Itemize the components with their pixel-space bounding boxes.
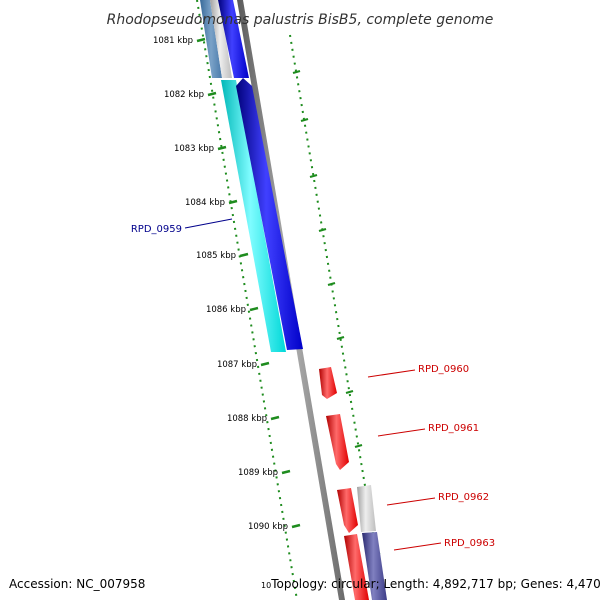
topology-line: Topology: circular; Length: 4,892,717 bp… [271, 577, 600, 591]
callout-line [184, 218, 233, 229]
ruler-tick [228, 199, 238, 205]
gene-blue-upper[interactable] [218, 0, 249, 78]
gene-callouts: RPD_0959 RPD_0960 RPD_0961 RPD_0962 RPD_0963 [131, 218, 495, 551]
callout-line [367, 369, 416, 378]
accession-text: Accession: NC_007958 [9, 577, 146, 591]
ruler-tick-label: 1089 kbp [238, 468, 278, 478]
ruler-tick-label: 1081 kbp [153, 36, 193, 46]
ruler-tick-label: 1084 kbp [185, 198, 225, 208]
callout-line [386, 497, 436, 506]
gene-label[interactable]: RPD_0959 [131, 224, 182, 235]
gene-rpd-0963[interactable] [362, 532, 387, 600]
ruler-tick-label: 1087 kbp [217, 360, 257, 370]
ruler-tick [281, 469, 291, 475]
callout-line [377, 428, 426, 437]
ruler-tick [239, 252, 249, 258]
topology-text: 10Topology: circular; Length: 4,892,717 … [261, 577, 600, 591]
ruler-tick-label: 1086 kbp [206, 305, 246, 315]
genome-title: Rhodopseudomonas palustris BisB5, comple… [107, 12, 494, 28]
gene-red-bottom[interactable] [344, 534, 369, 600]
gene-rpd-0961[interactable] [326, 414, 349, 470]
ruler-tick-label: 1082 kbp [164, 90, 204, 100]
outer-ring-dash [327, 281, 336, 287]
gene-label[interactable]: RPD_0960 [418, 364, 469, 375]
gene-label[interactable]: RPD_0962 [438, 492, 489, 503]
gene-rpd-0962[interactable] [337, 488, 358, 533]
ruler-tick [249, 306, 259, 312]
outer-ring-dash [300, 117, 309, 123]
ruler: 1081 kbp 1082 kbp 1083 kbp 1084 kbp 1085 kbp… [153, 36, 301, 532]
callout-line [393, 542, 442, 551]
outer-ring-dash [292, 69, 301, 75]
gene-steel-upper [200, 0, 222, 78]
gene-grey-lower[interactable] [357, 485, 376, 532]
ruler-tick [207, 91, 217, 97]
gene-blue-long[interactable] [236, 78, 303, 350]
gene-rpd-0960[interactable] [319, 367, 337, 399]
gene-rpd-0959[interactable] [221, 80, 286, 352]
gene-grey-upper [210, 0, 232, 78]
ruler-tick-label: 1090 kbp [248, 522, 288, 532]
outer-ring-dash [354, 443, 363, 449]
ruler-tick-label: 1085 kbp [196, 251, 236, 261]
ruler-tick-label: 1088 kbp [227, 414, 267, 424]
ruler-tick [217, 145, 227, 151]
clipped-tick-label: 10 [261, 581, 272, 590]
ruler-tick [291, 523, 301, 529]
gene-label[interactable]: RPD_0961 [428, 423, 479, 434]
ruler-tick [270, 415, 280, 421]
outer-ring-dash [318, 227, 327, 233]
outer-ring-dash [345, 389, 354, 395]
ruler-tick-label: 1083 kbp [174, 144, 214, 154]
ruler-tick [260, 361, 270, 367]
outer-ring-dash [336, 335, 345, 341]
gene-label[interactable]: RPD_0963 [444, 538, 495, 549]
outer-ring-dash [309, 173, 318, 179]
ruler-tick [196, 37, 206, 43]
